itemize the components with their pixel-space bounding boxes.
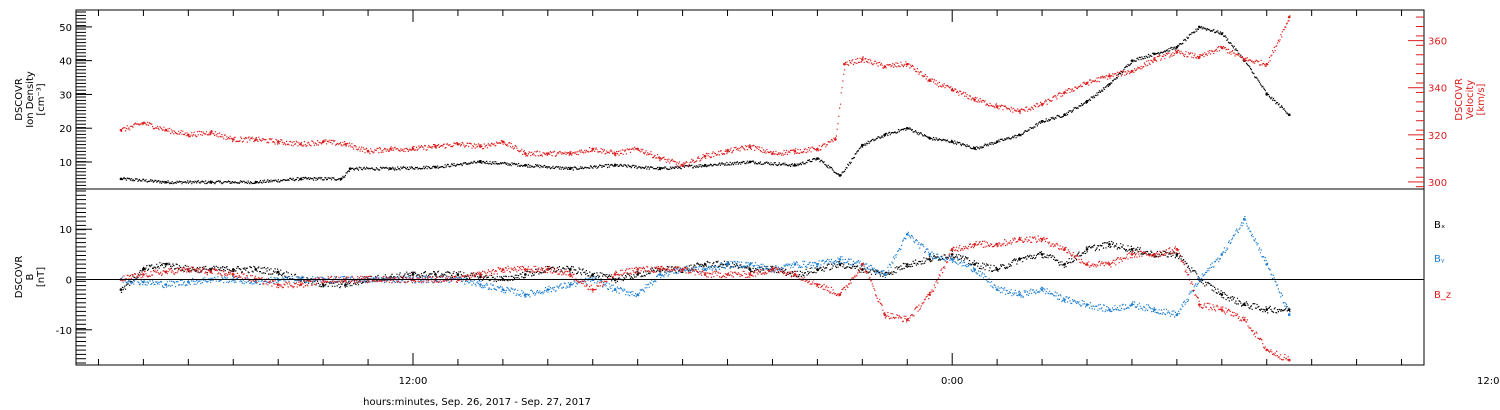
b-axis-title-line: [nT]: [36, 267, 47, 287]
velocity-point: [1287, 15, 1291, 19]
bx-point: [905, 263, 909, 266]
bx-point: [591, 273, 595, 276]
by-point: [726, 263, 729, 266]
by-point: [1063, 298, 1066, 301]
velocity-trace: [120, 15, 1291, 167]
bz-point: [591, 288, 595, 291]
legend-label: Bᵧ: [1434, 254, 1445, 265]
velocity-axis-title-line: [km/s]: [1476, 83, 1487, 115]
velocity-axis-title-line: DSCOVR: [1454, 78, 1465, 121]
velocity-point: [1198, 55, 1201, 59]
ion-density-trace: [120, 26, 1291, 185]
by-point: [1040, 288, 1044, 291]
b-tick-label: -10: [56, 326, 72, 337]
bx-point: [276, 270, 280, 274]
density-axis-title: DSCOVRIon Density[cm⁻³]: [14, 71, 47, 128]
velocity-point: [411, 147, 415, 151]
bx-point: [1085, 248, 1089, 251]
b-tick-label: 0: [66, 276, 72, 287]
b-axis-title-line: B: [25, 273, 36, 280]
time-tick-label: 12:00: [399, 376, 428, 387]
bz-point: [928, 293, 932, 296]
bz-series: [119, 235, 1291, 362]
bz-point: [1198, 303, 1201, 306]
velocity-axis-title-line: Velocity: [1465, 80, 1476, 119]
b-axis-title: DSCOVRB[nT]: [14, 256, 47, 299]
velocity-tick-label: 360: [1428, 37, 1447, 48]
bx-point: [1130, 248, 1134, 251]
velocity-tick-label: 340: [1428, 84, 1447, 95]
time-tick-label: 12:00: [1477, 376, 1500, 387]
bx-point: [1108, 243, 1111, 246]
bz-point: [748, 273, 752, 276]
velocity-point: [568, 152, 572, 155]
velocity-point: [861, 58, 864, 61]
b-axis-title-line: DSCOVR: [14, 256, 25, 299]
bx-point: [434, 273, 437, 276]
velocity-tick-label: 320: [1428, 131, 1447, 142]
velocity-point: [434, 145, 437, 148]
bx-point: [411, 273, 415, 276]
velocity-point: [479, 145, 482, 148]
bx-point: [119, 288, 123, 291]
velocity-point: [843, 62, 846, 66]
velocity-point: [119, 128, 123, 132]
ion-density-series: [119, 25, 1291, 185]
velocity-tick-label: 300: [1428, 178, 1447, 189]
x-axis-label: hours:minutes, Sep. 26, 2017 - Sep. 27, …: [363, 397, 591, 408]
by-point: [479, 283, 482, 286]
velocity-axis-title: DSCOVRVelocity[km/s]: [1454, 78, 1487, 121]
velocity-point: [793, 150, 797, 153]
density-axis-title-line: [cm⁻³]: [36, 83, 47, 115]
velocity-series: [119, 15, 1291, 167]
bz-point: [883, 313, 887, 317]
density-axis-title-line: Ion Density: [25, 71, 36, 128]
bz-point: [568, 273, 572, 276]
bx-point: [1040, 253, 1044, 256]
by-point: [1153, 308, 1156, 311]
bx-point: [1220, 293, 1224, 296]
bx-point: [636, 273, 639, 276]
bx-point: [950, 253, 954, 256]
density-tick-label: 20: [59, 124, 72, 135]
legend-label: Bₓ: [1434, 220, 1445, 231]
bz-point: [636, 268, 639, 271]
bx-series: [119, 240, 1291, 314]
by-point: [568, 283, 572, 286]
by-trace: [120, 216, 1291, 318]
legend-label: B_z: [1434, 290, 1451, 301]
bx-point: [838, 263, 842, 266]
velocity-point: [209, 131, 213, 134]
by-series: [119, 216, 1291, 318]
density-tick-label: 40: [59, 57, 72, 68]
density-tick-label: 50: [59, 23, 72, 34]
time-tick-label: 0:00: [941, 376, 963, 387]
density-axis-title-line: DSCOVR: [14, 78, 25, 121]
velocity-point: [613, 152, 617, 155]
velocity-point: [1153, 58, 1156, 61]
b-tick-label: 10: [59, 225, 72, 236]
density-tick-label: 10: [59, 158, 72, 169]
density-tick-label: 30: [59, 90, 72, 101]
by-point: [1018, 293, 1021, 296]
magnetic-field-panel: -10 0 10 DSCOVRB[nT] Bₓ Bᵧ B_z: [14, 188, 1451, 366]
bz-point: [1220, 308, 1224, 311]
time-axis: 12:00 0:00 12:00: [97, 10, 1500, 387]
by-point: [950, 258, 954, 261]
bz-trace: [120, 235, 1291, 362]
